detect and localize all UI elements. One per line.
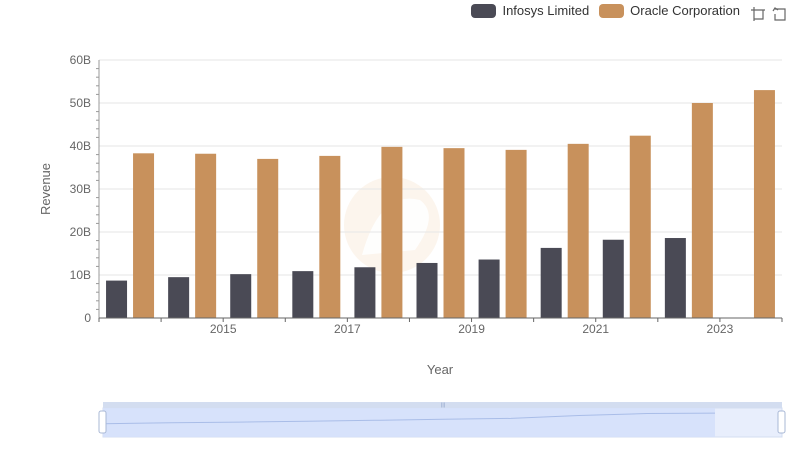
y-tick-label: 10B — [70, 268, 91, 282]
restore-icon[interactable] — [772, 6, 788, 22]
y-axis-title: Revenue — [38, 163, 53, 215]
bar-oracle-2023[interactable] — [691, 103, 713, 318]
legend-swatch-oracle — [599, 3, 625, 18]
zoom-icon[interactable] — [750, 6, 766, 22]
y-tick-label: 30B — [70, 182, 91, 196]
legend-item-infosys[interactable]: Infosys Limited — [471, 3, 589, 18]
slider-handle-right[interactable] — [777, 410, 786, 434]
x-tick-label: 2023 — [707, 322, 734, 336]
bar-oracle-2024[interactable] — [753, 90, 775, 318]
y-tick-label: 60B — [70, 53, 91, 67]
slider-top-bar[interactable] — [103, 402, 782, 408]
x-tick-label: 2017 — [334, 322, 361, 336]
bar-infosys-2020[interactable] — [478, 259, 500, 318]
bar-oracle-2016[interactable] — [257, 158, 279, 318]
slider-grip-icon[interactable]: ||| — [441, 403, 446, 409]
bar-infosys-2022[interactable] — [602, 239, 624, 318]
bar-infosys-2014[interactable] — [106, 280, 128, 318]
bar-infosys-2021[interactable] — [540, 247, 562, 318]
bar-oracle-2022[interactable] — [629, 135, 651, 318]
bar-oracle-2021[interactable] — [567, 143, 589, 318]
x-tick-label: 2019 — [458, 322, 485, 336]
x-tick-label: 2015 — [210, 322, 237, 336]
bar-infosys-2015[interactable] — [168, 277, 190, 318]
bar-infosys-2017[interactable] — [292, 271, 314, 318]
y-tick-label: 0 — [84, 311, 91, 325]
bar-oracle-2015[interactable] — [195, 153, 217, 318]
bar-oracle-2019[interactable] — [443, 148, 465, 318]
legend-item-oracle[interactable]: Oracle Corporation — [599, 3, 740, 18]
y-tick-label: 20B — [70, 225, 91, 239]
toolbox — [750, 6, 788, 22]
y-tick-label: 40B — [70, 139, 91, 153]
bar-infosys-2018[interactable] — [354, 267, 376, 318]
slider-preview-line — [102, 412, 716, 425]
legend-label-oracle: Oracle Corporation — [630, 3, 740, 18]
legend-label-infosys: Infosys Limited — [502, 3, 590, 18]
y-tick-label: 50B — [70, 96, 91, 110]
slider-handle-left[interactable] — [98, 410, 107, 434]
legend: Infosys Limited Oracle Corporation — [471, 3, 740, 18]
x-axis-title: Year — [427, 362, 454, 377]
data-zoom-slider[interactable]: ||| — [98, 402, 786, 438]
bar-oracle-2014[interactable] — [133, 153, 155, 318]
x-tick-label: 2021 — [582, 322, 609, 336]
bar-infosys-2016[interactable] — [230, 274, 252, 318]
bar-infosys-2019[interactable] — [416, 262, 438, 318]
bar-oracle-2018[interactable] — [381, 146, 403, 318]
bar-infosys-2023[interactable] — [664, 238, 686, 318]
bar-oracle-2020[interactable] — [505, 149, 527, 318]
bar-oracle-2017[interactable] — [319, 155, 341, 318]
legend-swatch-infosys — [471, 3, 497, 18]
